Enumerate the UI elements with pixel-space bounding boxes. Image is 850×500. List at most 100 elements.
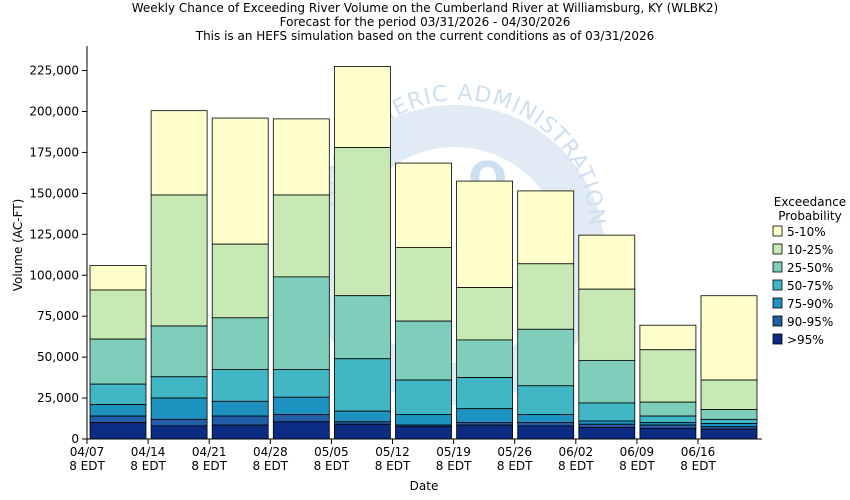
x-tick-label-date: 04/28: [253, 445, 288, 459]
legend-title-line-1: Exceedance: [774, 195, 846, 209]
legend-entry-label: >95%: [787, 333, 824, 347]
legend-swatch: [772, 315, 783, 327]
y-tick-label: 75,000: [37, 309, 79, 323]
legend-entry-label: 50-75%: [787, 279, 833, 293]
bar-segment: [517, 385, 575, 415]
bar-segment: [150, 418, 208, 427]
bar-segment: [456, 180, 514, 288]
bar-segment: [89, 383, 147, 406]
chart-title-line-3: This is an HEFS simulation based on the …: [195, 29, 655, 43]
bar-segment: [639, 424, 697, 429]
bar-segment: [89, 404, 147, 417]
bar-segment: [333, 147, 391, 297]
bar-segment: [456, 287, 514, 341]
bar-segment: [517, 414, 575, 424]
legend-swatch: [772, 333, 783, 345]
bar-group-04-21: [211, 117, 269, 440]
bar-segment: [272, 421, 330, 440]
bar-segment: [211, 117, 269, 245]
bar-group-04-07: [89, 265, 147, 440]
bar-segment: [456, 339, 514, 378]
x-tick-label-date: 06/09: [620, 445, 655, 459]
bar-segment: [395, 320, 452, 381]
y-axis-title: Volume (AC-FT): [11, 199, 25, 292]
chart-title: Weekly Chance of Exceeding River Volume …: [132, 1, 718, 43]
y-tick-label: 125,000: [29, 227, 79, 241]
legend-entry-label: 90-95%: [787, 315, 833, 329]
bar-segment: [89, 265, 147, 291]
bar-segment: [517, 425, 575, 440]
bar-segment: [578, 420, 636, 425]
legend-entry-label: 10-25%: [787, 243, 833, 257]
bar-segment: [211, 369, 269, 402]
bar-segment: [700, 409, 758, 420]
bar-segment: [639, 427, 697, 440]
bar-segment: [272, 369, 330, 398]
bar-segment: [517, 190, 575, 265]
bar-segment: [517, 422, 575, 427]
bar-segment: [578, 402, 636, 422]
bar-segment: [517, 263, 575, 330]
bar-segment: [89, 422, 147, 440]
bar-segment: [211, 415, 269, 426]
legend-entry-label: 25-50%: [787, 261, 833, 275]
x-tick-label-date: 06/16: [681, 445, 716, 459]
y-tick-label: 150,000: [29, 186, 79, 200]
bar-group-06-16: [700, 295, 758, 440]
x-axis-title: Date: [410, 479, 439, 493]
bar-segment: [272, 194, 330, 278]
bar-segment: [395, 426, 452, 440]
bar-group-05-19: [456, 180, 514, 440]
bar-segment: [578, 359, 636, 404]
bar-segment: [578, 288, 636, 361]
bar-segment: [578, 234, 636, 290]
bar-segment: [639, 401, 697, 417]
y-tick-label: 100,000: [29, 268, 79, 282]
bar-segment: [272, 276, 330, 370]
y-tick-label: 175,000: [29, 145, 79, 159]
x-tick-label-date: 05/05: [314, 445, 349, 459]
bar-segment: [456, 377, 514, 410]
bar-segment: [333, 358, 391, 412]
bar-segment: [150, 376, 208, 399]
x-tick-label-date: 04/14: [131, 445, 166, 459]
y-tick-label: 200,000: [29, 105, 79, 119]
bar-segment: [89, 415, 147, 424]
x-tick-label-tz: 8 EDT: [130, 459, 166, 473]
legend: Exceedance Probability 5-10% 10-25% 25-50%…: [772, 195, 846, 347]
bar-segment: [89, 338, 147, 385]
x-tick-label-tz: 8 EDT: [497, 459, 533, 473]
bar-group-04-28: [272, 118, 330, 440]
bar-segment: [517, 328, 575, 387]
bar-segment: [639, 349, 697, 403]
bar-segment: [89, 289, 147, 340]
bar-segment: [333, 423, 391, 440]
bar-segment: [700, 428, 758, 440]
bar-segment: [150, 425, 208, 440]
bar-segment: [395, 247, 452, 322]
bar-segment: [395, 414, 452, 426]
x-tick-label-tz: 8 EDT: [436, 459, 472, 473]
bar-segment: [456, 424, 514, 440]
bar-segment: [150, 397, 208, 420]
x-tick-label-date: 06/02: [559, 445, 594, 459]
legend-swatch: [772, 225, 783, 237]
x-tick-label-tz: 8 EDT: [619, 459, 655, 473]
y-tick-label: 50,000: [37, 350, 79, 364]
bar-group-05-05: [333, 66, 391, 440]
bar-segment: [395, 162, 452, 248]
bar-segment: [333, 410, 391, 423]
bar-group-04-14: [150, 110, 208, 440]
x-tick-label-tz: 8 EDT: [558, 459, 594, 473]
bar-segment: [333, 295, 391, 360]
legend-entry-label: 75-90%: [787, 297, 833, 311]
bar-segment: [272, 118, 330, 196]
bar-segment: [395, 379, 452, 415]
x-tick-label-tz: 8 EDT: [252, 459, 288, 473]
plot-area: [89, 66, 758, 440]
legend-entry-label: 5-10%: [787, 225, 826, 239]
bar-segment: [578, 423, 636, 428]
x-tick-label-tz: 8 EDT: [680, 459, 716, 473]
